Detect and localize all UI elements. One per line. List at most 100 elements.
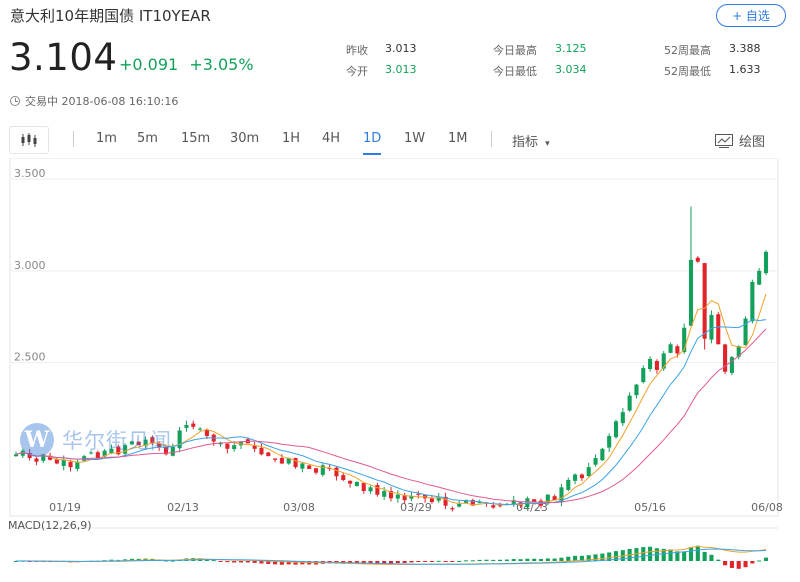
macd-bar <box>723 561 728 566</box>
candle-body <box>498 505 503 507</box>
candle-body <box>613 421 619 438</box>
ma10-line <box>15 318 767 506</box>
macd-bar <box>457 560 462 562</box>
candle-body <box>457 503 462 507</box>
candle-body <box>661 353 666 369</box>
macd-bar <box>293 561 298 565</box>
macd-bar <box>416 561 421 562</box>
y-tick-label: 2.500 <box>14 351 46 364</box>
macd-bar <box>688 547 694 561</box>
toolbar-divider <box>73 131 74 147</box>
candle-body <box>341 475 346 480</box>
candle-body <box>429 498 434 503</box>
candle-body <box>88 452 94 454</box>
candle-body <box>266 452 271 457</box>
candle-body <box>300 463 305 469</box>
candle-body <box>163 447 169 455</box>
candle-body <box>252 445 257 449</box>
macd-bar <box>552 558 557 561</box>
macd-bar <box>470 560 475 562</box>
candle-body <box>157 443 162 447</box>
period-1m[interactable]: 1m <box>96 131 117 146</box>
stat-value-prev-close: 3.013 <box>385 42 417 55</box>
macd-bar <box>716 559 721 561</box>
candle-body <box>675 346 680 354</box>
candle-body <box>511 500 516 505</box>
candle-body <box>573 474 578 481</box>
chart-frame <box>9 158 779 517</box>
macd-bar <box>702 551 707 561</box>
candle-body <box>750 281 755 322</box>
indicator-dropdown[interactable]: 指标 ▾ <box>512 131 550 150</box>
candle-body <box>641 368 646 383</box>
macd-bar <box>238 561 244 563</box>
candle-body <box>600 448 605 461</box>
period-5m[interactable]: 5m <box>137 131 158 146</box>
candle-body <box>375 485 380 495</box>
draw-icon <box>715 133 733 148</box>
candle-body <box>607 435 612 448</box>
candle-body <box>170 446 175 456</box>
macd-bar <box>545 558 550 561</box>
candle-body <box>54 459 59 464</box>
candle-body <box>143 439 148 446</box>
macd-bar <box>375 561 380 564</box>
draw-button[interactable]: 绘图 <box>715 131 765 150</box>
instrument-title: 意大利10年期国债 IT10YEAR <box>10 7 211 25</box>
candle-body <box>177 430 182 449</box>
candle-body <box>320 465 325 475</box>
candle-body <box>327 468 332 470</box>
price-change: +0.091 +3.05% <box>119 55 260 74</box>
period-1d[interactable]: 1D <box>363 131 382 155</box>
macd-bar <box>566 556 571 561</box>
macd-bar <box>259 561 264 564</box>
macd-bar <box>757 560 762 562</box>
candle-body <box>627 395 632 411</box>
stat-label-day-low: 今日最低 <box>493 65 537 78</box>
period-30m[interactable]: 30m <box>230 131 260 146</box>
candle-body <box>368 487 373 492</box>
macd-bar <box>682 551 687 561</box>
add-watchlist-button[interactable]: + 自选 <box>716 4 786 27</box>
macd-bar <box>675 551 680 561</box>
stat-label-open: 今开 <box>346 65 368 78</box>
period-15m[interactable]: 15m <box>181 131 211 146</box>
candle-body <box>470 500 475 506</box>
candle-body <box>463 500 469 503</box>
candle-body <box>279 457 284 464</box>
candle-body <box>709 314 714 340</box>
period-1mo[interactable]: 1M <box>448 131 468 146</box>
macd-bar <box>668 549 673 561</box>
ma20-line <box>15 328 767 504</box>
candle-body <box>668 344 673 353</box>
macd-label: MACD(12,26,9) <box>8 519 92 532</box>
macd-bar <box>286 561 291 565</box>
candle-body <box>593 457 598 465</box>
x-tick-label: 02/13 <box>167 501 199 514</box>
change-value: +0.091 <box>119 55 179 74</box>
macd-bar <box>266 561 271 564</box>
candle-body <box>232 445 237 450</box>
macd-bar <box>450 561 455 562</box>
candle-body <box>204 430 209 436</box>
period-4h[interactable]: 4H <box>322 131 341 146</box>
candle-body <box>27 452 32 458</box>
candle-body <box>559 487 564 503</box>
period-1h[interactable]: 1H <box>282 131 301 146</box>
candle-body <box>150 437 155 444</box>
candle-body <box>723 344 728 372</box>
candle-body <box>13 454 19 457</box>
candle-body <box>545 494 550 504</box>
trade-timestamp: 交易中 2018-06-08 16:10:16 <box>25 95 179 108</box>
macd-bar <box>648 546 653 561</box>
candle-body <box>586 467 591 477</box>
macd-bar <box>736 561 741 569</box>
period-1w[interactable]: 1W <box>404 131 426 146</box>
candle-body <box>648 358 653 370</box>
chart-type-button[interactable] <box>9 126 49 154</box>
macd-bar <box>607 552 612 561</box>
stat-value-day-high: 3.125 <box>555 42 587 55</box>
macd-bar <box>170 560 175 562</box>
y-tick-label: 3.000 <box>14 259 46 272</box>
